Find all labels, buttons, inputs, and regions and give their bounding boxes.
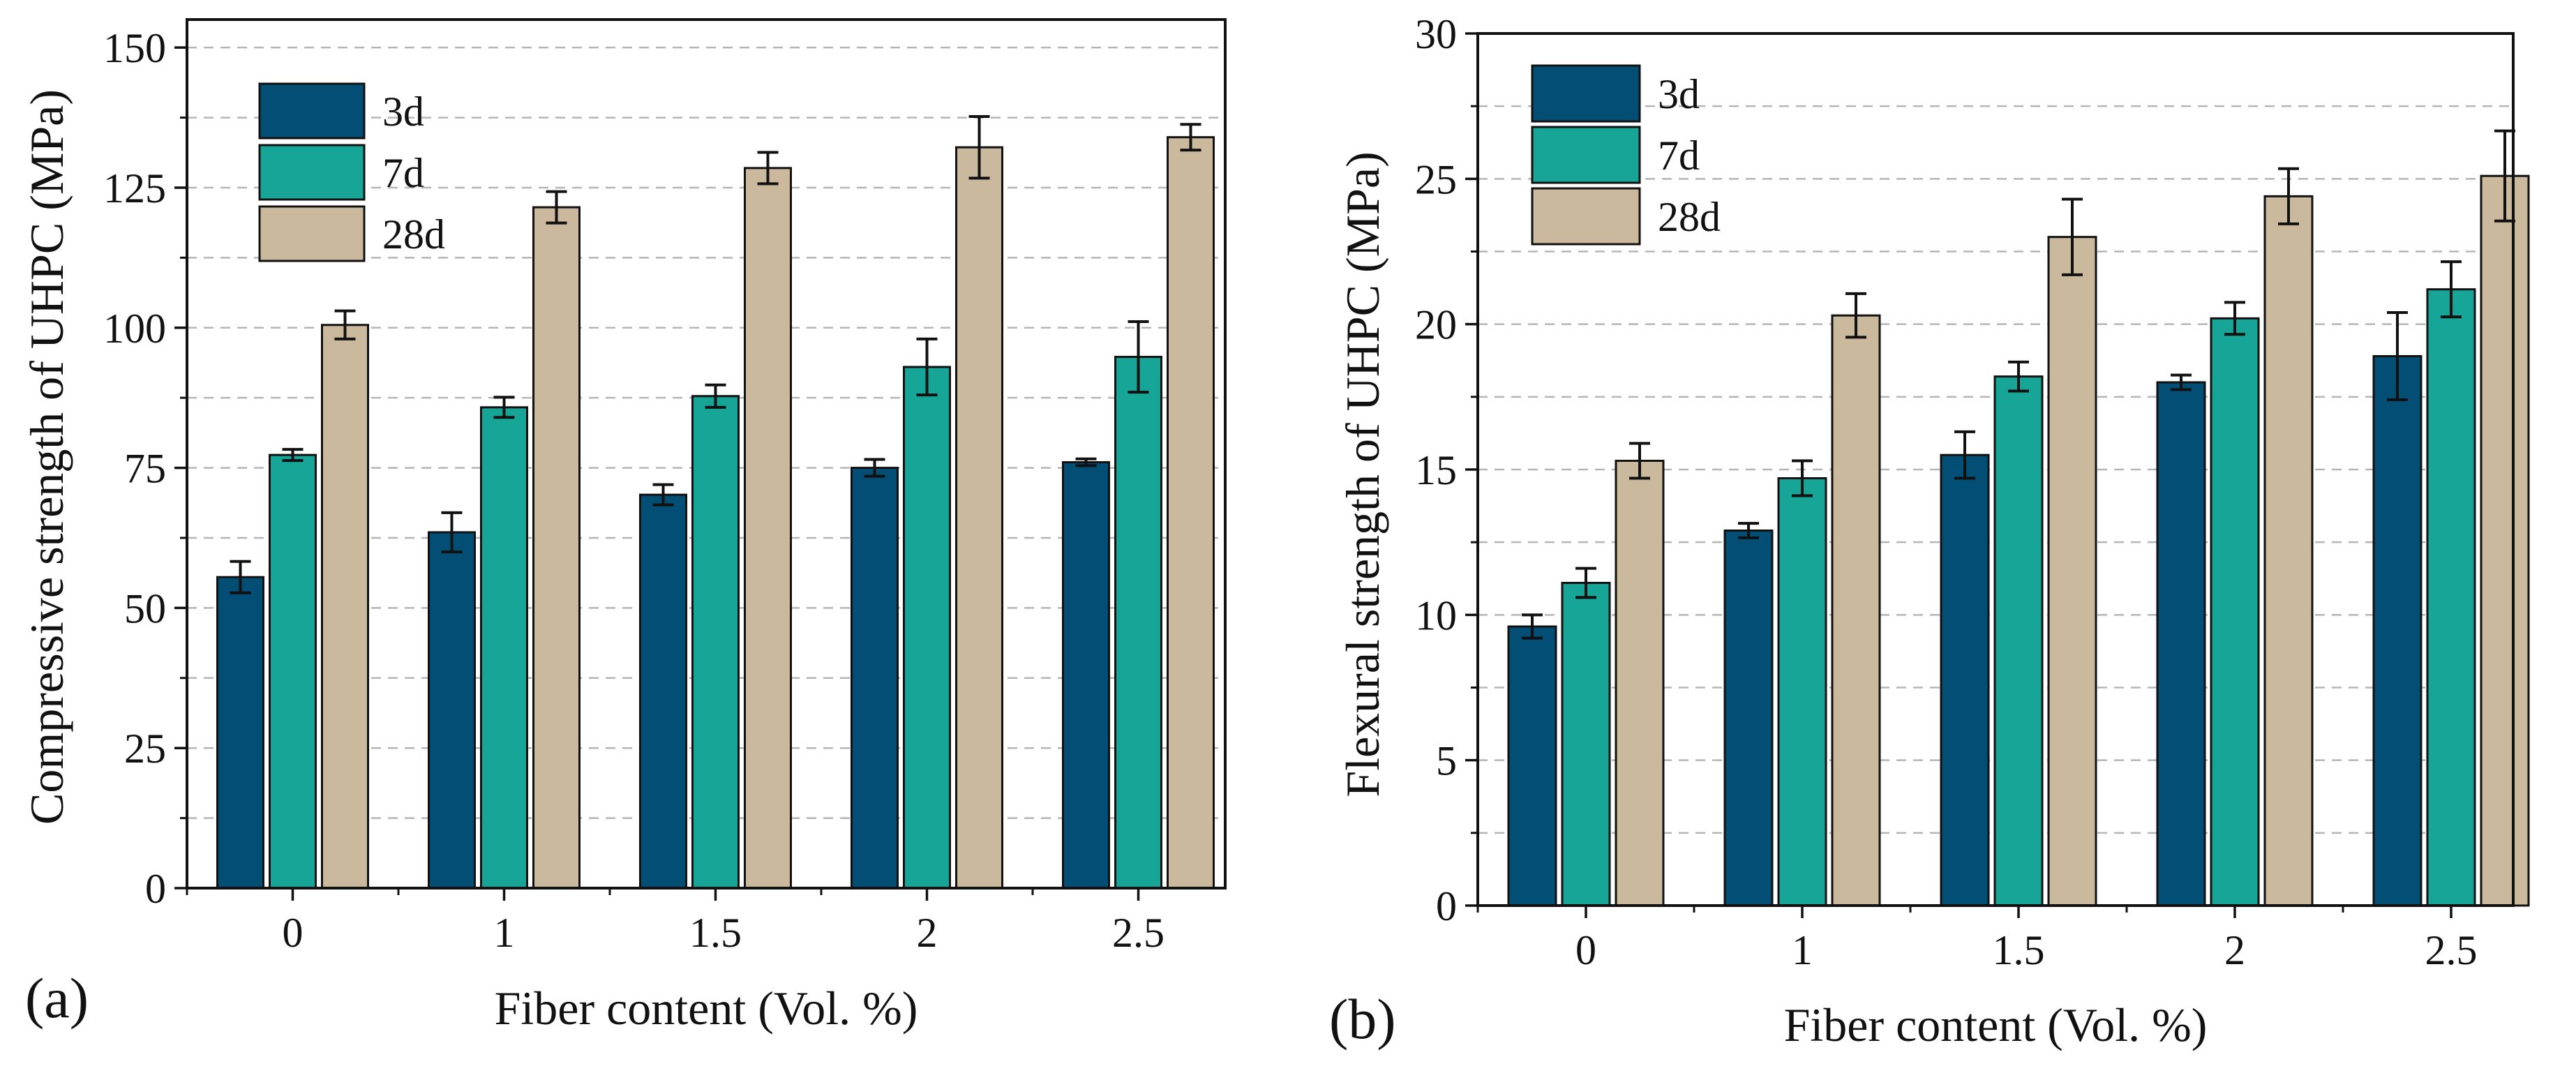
panel-a-legend: 3d 7d 28d	[258, 82, 445, 262]
panel-b-label: (b)	[1329, 987, 1396, 1051]
panel-a-y-tick-label-0: 0	[145, 866, 166, 912]
panel-a-x-tick-label-1_5: 1.5	[689, 910, 742, 956]
panel-a-bars	[216, 136, 1215, 890]
panel-b-x-axis-label: Fiber content (Vol. %)	[1784, 998, 2208, 1051]
panel-a-bar-28d-0	[321, 324, 369, 890]
panel-b-y-axis-label: Flexural strength of UHPC (MPa)	[1336, 151, 1389, 797]
panel-a-error-bars	[230, 114, 1201, 594]
panel-b-y-tick-label-25: 25	[1415, 156, 1457, 202]
panel-a-y-tick-label-150: 150	[103, 25, 166, 71]
panel-a-x-tick-label-2_5: 2.5	[1112, 910, 1165, 956]
panel-b-legend-label-7d: 7d	[1658, 133, 1700, 179]
panel-b-y-tick-label-10: 10	[1415, 592, 1457, 638]
panel-a-bar-28d-1	[532, 206, 581, 890]
panel-b-legend-swatch-28d	[1531, 187, 1641, 246]
panel-a-legend-label-7d: 7d	[382, 150, 424, 196]
panel-a-bar-3d-1	[428, 531, 476, 890]
panel-b-legend-label-3d: 3d	[1658, 71, 1700, 117]
panel-b-legend-swatch-7d	[1531, 126, 1641, 184]
panel-b-bar-28d-2	[2263, 195, 2314, 907]
panel-b-legend-swatch-3d	[1531, 64, 1641, 123]
panel-a-x-tick-label-1: 1	[494, 910, 515, 956]
panel-a-bar-28d-1_5	[744, 167, 792, 890]
panel-b-x-tick-label-2_5: 2.5	[2425, 927, 2478, 973]
panel-a-legend-swatch-3d	[258, 82, 366, 140]
panel-a-bar-7d-2	[903, 366, 951, 890]
panel-a-axes	[174, 18, 1227, 901]
panel-b-plot-frame	[1476, 32, 2515, 907]
panel-a-bar-3d-2_5	[1062, 461, 1110, 890]
panel-b-legend: 3d 7d 28d	[1531, 64, 1721, 246]
panel-b-bar-7d-1_5	[1993, 375, 2044, 907]
panel-a-compressive-chart: 0 25 50 75 100 125 150 0 1 1.5 2 2.5 3d 7d 28d Compr…	[20, 18, 1227, 1035]
panel-b-bar-7d-2	[2210, 317, 2260, 907]
panel-a-bar-3d-2	[851, 467, 899, 890]
panel-b-y-tick-label-30: 30	[1415, 11, 1457, 57]
panel-b-axes	[1465, 32, 2515, 918]
panel-a-x-tick-labels: 0 1 1.5 2 2.5	[283, 910, 1165, 956]
panel-a-bar-3d-1_5	[639, 493, 687, 890]
panel-b-bar-7d-1	[1777, 477, 1827, 907]
panel-b-bar-28d-1	[1831, 314, 1881, 907]
panel-b-bar-7d-2_5	[2426, 288, 2476, 907]
panel-b-x-tick-label-2: 2	[2224, 927, 2245, 973]
panel-b-bars	[1507, 174, 2530, 907]
panel-a-x-tick-label-0: 0	[283, 910, 304, 956]
panel-a-y-tick-label-75: 75	[124, 446, 166, 492]
panel-b-bar-3d-1_5	[1940, 453, 1990, 907]
panel-a-bar-7d-2_5	[1114, 356, 1162, 890]
panel-b-y-tick-label-0: 0	[1436, 883, 1457, 929]
panel-b-flexural-chart: 0 5 10 15 20 25 30 0 1 1.5 2 2.5 3d 7d 28d Flexural …	[1329, 11, 2530, 1051]
panel-a-plot-frame	[186, 18, 1227, 890]
panel-b-x-tick-label-1: 1	[1792, 927, 1813, 973]
panel-b-bar-28d-0	[1615, 460, 1665, 907]
panel-a-y-axis-label: Compressive strength of UHPC (MPa)	[20, 89, 73, 825]
panel-b-bar-3d-2_5	[2372, 355, 2423, 907]
panel-b-x-tick-label-1_5: 1.5	[1993, 927, 2045, 973]
panel-b-x-tick-label-0: 0	[1575, 927, 1596, 973]
panel-a-y-tick-label-25: 25	[124, 726, 166, 772]
panel-a-bar-3d-0	[216, 576, 264, 890]
panel-b-y-tick-labels: 0 5 10 15 20 25 30	[1415, 11, 1457, 929]
panel-a-y-tick-label-125: 125	[103, 165, 166, 211]
panel-a-y-tick-label-100: 100	[103, 306, 166, 352]
panel-a-bar-7d-0	[269, 453, 317, 890]
panel-a-legend-label-28d: 28d	[382, 211, 445, 257]
panel-b-y-tick-label-5: 5	[1436, 738, 1457, 784]
panel-b-bar-3d-2	[2156, 381, 2206, 907]
panel-a-bar-28d-2_5	[1167, 136, 1215, 890]
panel-a-y-tick-label-50: 50	[124, 585, 166, 631]
panel-b-error-bars	[1522, 129, 2515, 640]
panel-b-legend-label-28d: 28d	[1658, 194, 1721, 240]
panel-a-label: (a)	[25, 966, 89, 1030]
panel-a-bar-28d-2	[955, 146, 1003, 890]
panel-b-x-tick-labels: 0 1 1.5 2 2.5	[1575, 927, 2478, 973]
panel-a-legend-label-3d: 3d	[382, 89, 424, 135]
panel-b-bar-7d-0	[1561, 582, 1611, 907]
panel-b-y-tick-label-20: 20	[1415, 302, 1457, 348]
panel-b-y-tick-label-15: 15	[1415, 447, 1457, 493]
panel-a-y-tick-labels: 0 25 50 75 100 125 150	[103, 25, 166, 912]
panel-b-bar-28d-2_5	[2480, 174, 2530, 907]
panel-b-bar-3d-1	[1723, 530, 1774, 907]
panel-a-bar-7d-1_5	[691, 395, 740, 890]
panel-a-x-tick-label-2: 2	[917, 910, 938, 956]
panel-b-bar-28d-1_5	[2047, 236, 2097, 907]
panel-a-legend-swatch-7d	[258, 144, 366, 201]
panel-a-bar-7d-1	[480, 406, 528, 890]
panel-b-bar-3d-0	[1507, 625, 1557, 907]
panel-a-x-axis-label: Fiber content (Vol. %)	[495, 982, 918, 1035]
panel-a-legend-swatch-28d	[258, 205, 366, 262]
